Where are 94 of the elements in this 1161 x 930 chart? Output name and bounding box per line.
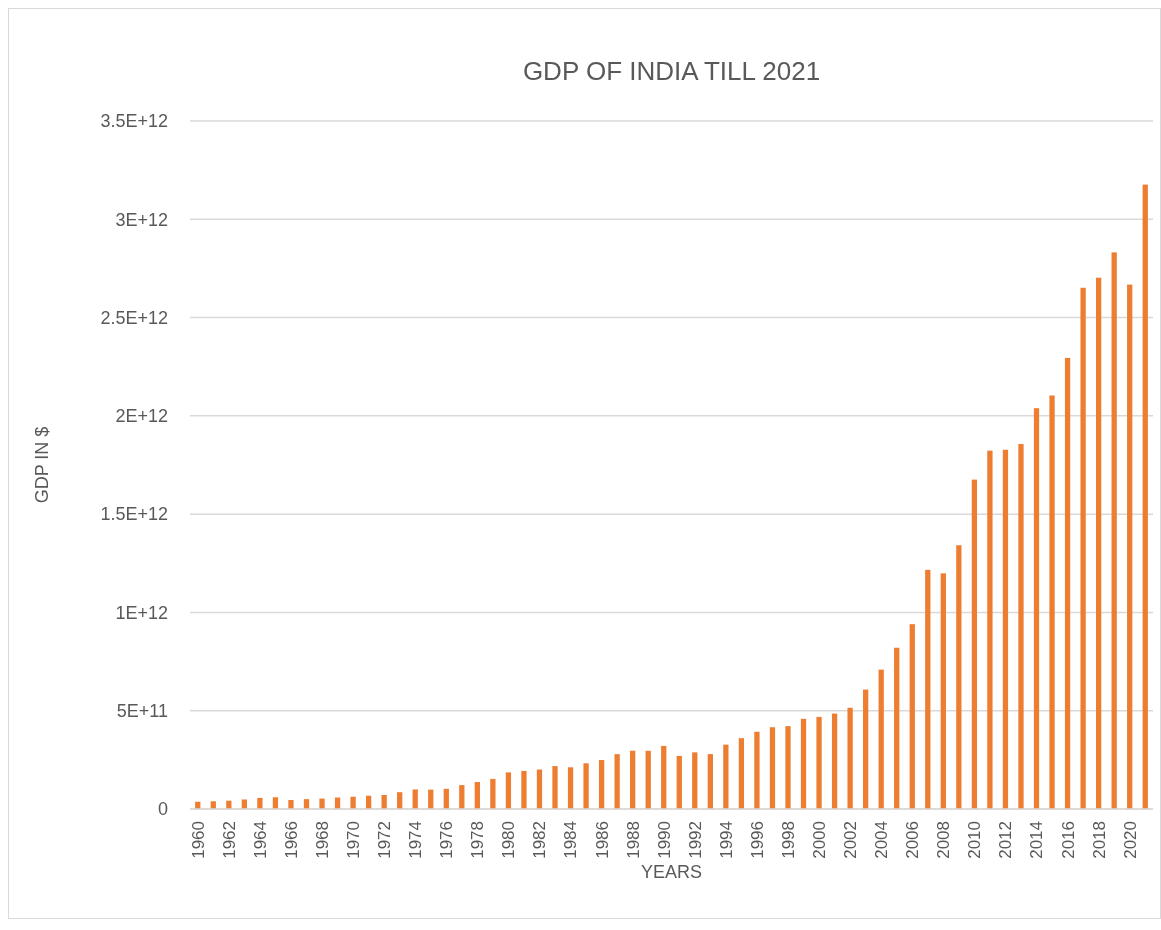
bar: [940, 573, 946, 809]
x-tick-label: 2020: [1120, 821, 1140, 859]
bar: [816, 716, 822, 809]
bar: [956, 545, 962, 809]
x-tick-label: 1986: [592, 821, 612, 859]
x-tick-label: 2014: [1027, 821, 1047, 859]
bar: [769, 727, 776, 809]
bar: [630, 750, 636, 809]
x-tick-label: 1992: [685, 821, 705, 859]
bar: [785, 726, 791, 809]
x-tick-label: 1966: [281, 821, 301, 859]
bar: [707, 754, 713, 809]
x-tick-label: 1974: [406, 821, 426, 859]
bar: [723, 744, 729, 809]
x-tick-label: 1988: [623, 821, 643, 859]
bar: [1002, 449, 1009, 809]
x-tick-label: 1962: [219, 821, 239, 859]
x-tick-label: 1960: [188, 821, 208, 859]
bar: [754, 731, 760, 809]
x-tick-label: 2004: [872, 821, 892, 859]
x-tick-label: 1980: [499, 821, 519, 859]
x-axis-title: YEARS: [640, 862, 703, 882]
bar: [288, 799, 294, 809]
bar: [831, 713, 838, 809]
bar: [894, 647, 900, 809]
bar: [987, 450, 993, 809]
bar: [598, 760, 605, 809]
x-tick-label: 2010: [965, 821, 985, 859]
bar: [319, 798, 325, 809]
bar: [257, 797, 263, 809]
bar: [1033, 408, 1040, 809]
x-tick-label: 2016: [1058, 821, 1078, 859]
x-tick-label: 2000: [810, 821, 830, 859]
x-tick-label: 2018: [1089, 821, 1109, 859]
y-tick-label: 1E+12: [115, 602, 168, 623]
y-axis-title: GDP IN $: [32, 426, 52, 504]
x-tick-label: 1984: [561, 821, 581, 859]
y-tick-label: 3E+12: [115, 209, 168, 230]
bar: [241, 799, 247, 809]
x-tick-label: 2006: [903, 821, 923, 859]
y-tick-label: 5E+11: [116, 701, 168, 722]
bar: [397, 792, 403, 809]
bar: [971, 479, 978, 809]
bar: [676, 755, 682, 809]
bar: [552, 766, 558, 809]
bar: [350, 796, 356, 809]
x-tick-label: 1990: [654, 821, 674, 859]
bar: [800, 718, 807, 809]
x-tick-label: 1978: [468, 821, 488, 859]
bar: [459, 785, 465, 809]
x-tick-label: 2008: [934, 821, 954, 859]
x-tick-label: 1998: [778, 821, 798, 859]
y-tick-label: 2E+12: [115, 406, 168, 427]
bar: [738, 738, 745, 809]
bar: [1142, 184, 1148, 809]
bar: [847, 707, 853, 809]
bar: [536, 769, 543, 809]
bar: [412, 789, 418, 809]
y-tick-label: 0: [157, 799, 168, 820]
bar: [1127, 284, 1133, 809]
bar: [909, 624, 915, 809]
x-tick-label: 1964: [250, 821, 270, 859]
bar: [1096, 277, 1102, 809]
bar: [692, 752, 698, 809]
bar: [583, 763, 589, 809]
bar: [1018, 444, 1024, 809]
x-tick-label: 1994: [716, 821, 736, 859]
y-tick-label: 3.5E+12: [100, 111, 168, 132]
bar: [925, 569, 931, 809]
x-tick-label: 1982: [530, 821, 550, 859]
bar: [1111, 252, 1117, 809]
x-tick-label: 1968: [312, 821, 332, 859]
bar: [1080, 287, 1086, 809]
x-tick-label: 1972: [375, 821, 395, 859]
bar: [1064, 357, 1071, 809]
bar: [661, 745, 667, 809]
y-tick-label: 2.5E+12: [100, 307, 168, 328]
x-tick-label: 2012: [996, 821, 1016, 859]
x-tick-label: 1996: [747, 821, 767, 859]
bar: [521, 770, 527, 809]
y-tick-label: 1.5E+12: [100, 504, 168, 525]
bar: [490, 778, 496, 809]
x-tick-label: 1970: [344, 821, 364, 859]
bar: [863, 689, 869, 809]
bar: [878, 669, 884, 809]
bar: [474, 782, 480, 809]
bar: [1049, 395, 1055, 809]
x-tick-label: 1976: [437, 821, 457, 859]
x-tick-label: 2002: [841, 821, 861, 859]
chart-title: GDP OF INDIA TILL 2021: [522, 56, 821, 86]
bar: [567, 767, 574, 809]
bar: [614, 754, 620, 809]
bar: [505, 772, 512, 809]
bar: [645, 750, 651, 809]
